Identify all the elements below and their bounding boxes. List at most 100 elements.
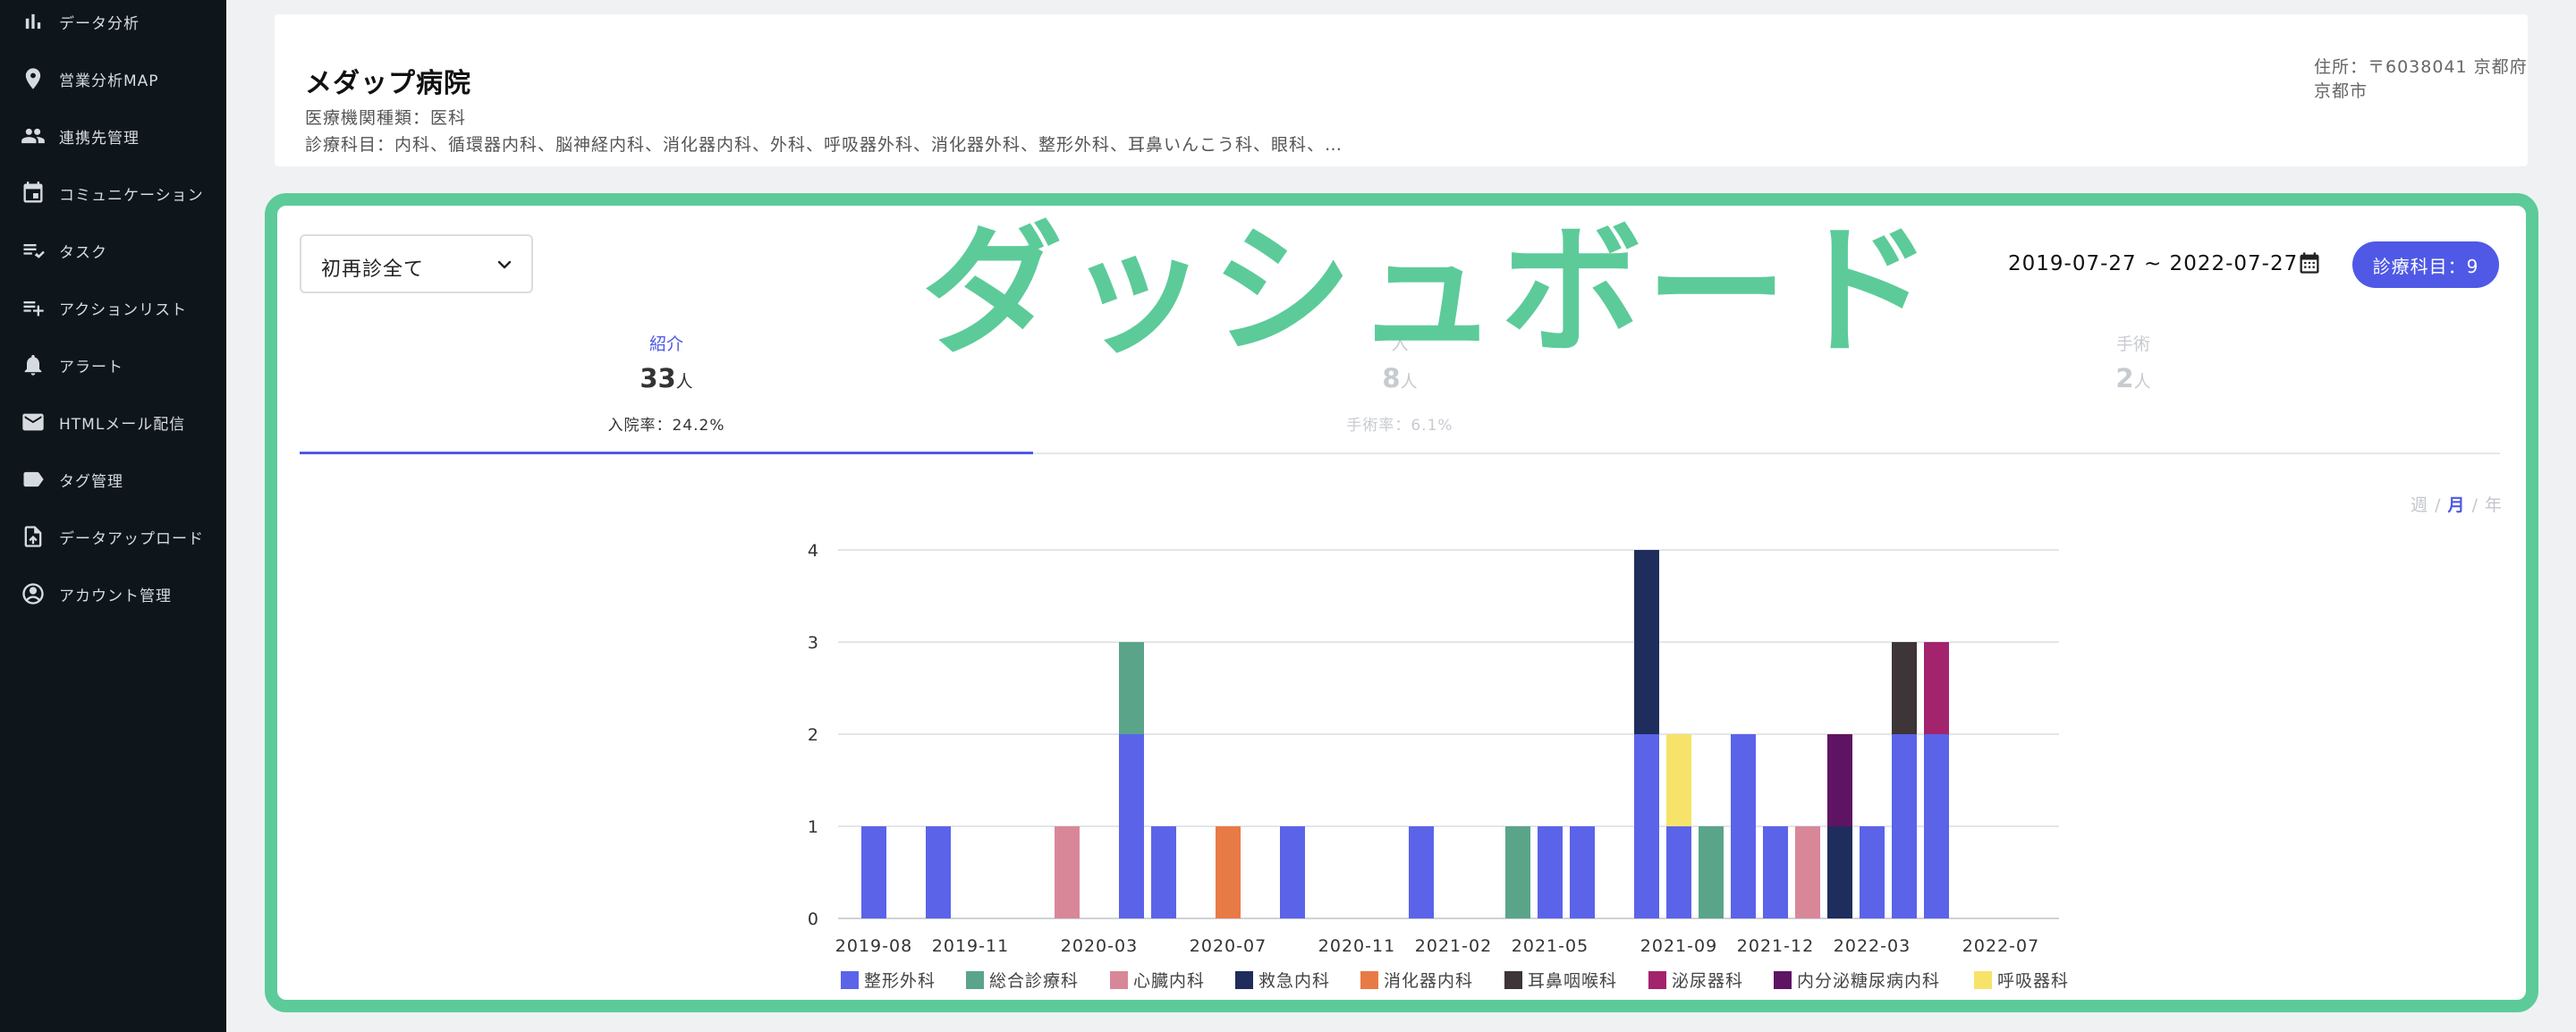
tab-surgery[interactable]: 手術 2人 [1767, 322, 2500, 456]
x-tick-label: 2019-11 [932, 936, 1009, 956]
calendar-icon[interactable] [2297, 250, 2322, 275]
hospital-departments: 診療科目：内科、循環器内科、脳神経内科、消化器内科、外科、呼吸器外科、消化器外科… [305, 135, 1343, 155]
bar-segment [1634, 734, 1659, 918]
bell-icon [20, 351, 47, 378]
x-tick-label: 2022-07 [1962, 936, 2039, 956]
legend-label: 内分泌糖尿病内科 [1797, 971, 1940, 991]
bar-segment [1827, 734, 1852, 826]
legend-swatch [841, 971, 859, 989]
x-tick-label: 2021-05 [1512, 936, 1589, 956]
tab-label: 入 [1391, 334, 1409, 354]
sidebar-item-data-analysis[interactable]: データ分析 [0, 0, 226, 43]
tab-count: 8人 [1382, 363, 1418, 393]
x-tick-label: 2022-03 [1834, 936, 1911, 956]
bar-segment [861, 826, 886, 918]
legend-swatch [1235, 971, 1253, 989]
sidebar-item-label: データ分析 [59, 14, 140, 33]
sidebar-item-account[interactable]: アカウント管理 [0, 572, 226, 615]
playlist-add-icon [20, 294, 47, 321]
legend-swatch [966, 971, 984, 989]
bar-segment [1892, 642, 1917, 734]
bar-segment [1280, 826, 1305, 918]
referral-bar-chart: 0 1 2 3 4 2019-08 2019-11 2020-03 2020-07 2020-11… [808, 541, 2069, 991]
bar-segment [1731, 734, 1756, 918]
bar-segment [1119, 734, 1144, 918]
sidebar-item-html-mail[interactable]: HTMLメール配信 [0, 401, 226, 444]
department-count-badge[interactable]: 診療科目：9 [2352, 241, 2499, 288]
legend-swatch [1504, 971, 1522, 989]
bar-segment [1666, 826, 1691, 918]
sidebar-item-communication[interactable]: コミュニケーション [0, 172, 226, 215]
y-tick-label: 3 [808, 633, 818, 653]
sidebar-item-label: データアップロード [59, 529, 204, 548]
x-tick-label: 2021-02 [1415, 936, 1492, 956]
tab-rate: 手術率：6.1% [1346, 417, 1453, 435]
bar-segment [1634, 550, 1659, 734]
x-tick-label: 2020-03 [1061, 936, 1138, 956]
bar-segment [1505, 826, 1530, 918]
bar-segment [1827, 826, 1852, 918]
bar-segment [1892, 734, 1917, 918]
mail-icon [20, 409, 47, 436]
tab-label: 紹介 [648, 334, 683, 354]
legend-label: 総合診療科 [989, 971, 1079, 991]
tab-referral[interactable]: 紹介 33人 入院率：24.2% [300, 322, 1033, 456]
bar-segment [1924, 734, 1949, 918]
legend-label: 呼吸器科 [1997, 971, 2069, 991]
bar-segment [1860, 826, 1885, 918]
sidebar-item-partners[interactable]: 連携先管理 [0, 114, 226, 157]
legend-swatch [1774, 971, 1792, 989]
bar-segment [1666, 734, 1691, 826]
checklist-icon [20, 237, 47, 264]
period-month[interactable]: 月 [2447, 495, 2466, 515]
sidebar: データ分析 営業分析MAP 連携先管理 コミュニケーション タスク アクションリ… [0, 0, 226, 1032]
sidebar-item-label: コミュニケーション [59, 186, 204, 205]
sidebar-item-label: アカウント管理 [59, 587, 172, 605]
tabs-divider [300, 453, 2500, 454]
period-separator: / [2471, 495, 2479, 515]
bar-segment [1216, 826, 1241, 918]
legend-label: 消化器内科 [1384, 971, 1473, 991]
bar-segment [1119, 642, 1144, 734]
dashboard-overlay-title: ダッシュボード [921, 209, 1936, 374]
legend-label: 心臓内科 [1133, 971, 1205, 991]
visit-type-value: 初再診全て [321, 258, 425, 281]
y-tick-label: 2 [808, 725, 818, 745]
sidebar-item-label: 営業分析MAP [59, 72, 159, 90]
x-tick-label: 2021-09 [1640, 936, 1717, 956]
sidebar-item-data-upload[interactable]: データアップロード [0, 515, 226, 558]
x-tick-label: 2020-11 [1318, 936, 1395, 956]
dashboard-panel: 初再診全て 2019-07-27 ~ 2022-07-27 診療科目：9 紹介 … [265, 193, 2538, 1012]
hospital-info-card: メダップ病院 医療機関種類：医科 診療科目：内科、循環器内科、脳神経内科、消化器… [275, 14, 2528, 166]
bar-segment [1409, 826, 1434, 918]
y-tick-label: 4 [808, 541, 818, 561]
sidebar-item-label: HTMLメール配信 [59, 415, 186, 434]
bar-chart-icon [20, 8, 47, 35]
people-icon [20, 123, 47, 149]
sidebar-item-label: アクションリスト [59, 300, 188, 319]
tag-icon [20, 466, 47, 493]
sidebar-item-tasks[interactable]: タスク [0, 229, 226, 272]
period-year[interactable]: 年 [2485, 495, 2504, 515]
sidebar-item-sales-map[interactable]: 営業分析MAP [0, 57, 226, 100]
legend-swatch [1648, 971, 1666, 989]
bar-segment [1699, 826, 1724, 918]
tab-rate: 入院率：24.2% [607, 417, 725, 435]
hospital-address: 住所：〒6038041 京都府京都市 [2314, 57, 2528, 101]
visit-type-select[interactable]: 初再診全て [300, 234, 533, 293]
period-toggle: 週 / 月 / 年 [2411, 492, 2503, 516]
sidebar-item-label: タグ管理 [59, 472, 123, 491]
date-range[interactable]: 2019-07-27 ~ 2022-07-27 [2008, 252, 2299, 275]
chevron-down-icon [497, 260, 512, 269]
sidebar-item-action-list[interactable]: アクションリスト [0, 286, 226, 329]
map-pin-icon [20, 65, 47, 92]
legend-swatch [1974, 971, 1992, 989]
calendar-note-icon [20, 180, 47, 207]
period-week[interactable]: 週 [2411, 495, 2429, 515]
tab-admission[interactable]: 入 8人 手術率：6.1% [1033, 322, 1767, 456]
sidebar-item-tags[interactable]: タグ管理 [0, 458, 226, 501]
x-tick-label: 2020-07 [1190, 936, 1267, 956]
bar-segment [1795, 826, 1820, 918]
sidebar-item-alerts[interactable]: アラート [0, 343, 226, 386]
tab-count: 2人 [2115, 363, 2151, 393]
